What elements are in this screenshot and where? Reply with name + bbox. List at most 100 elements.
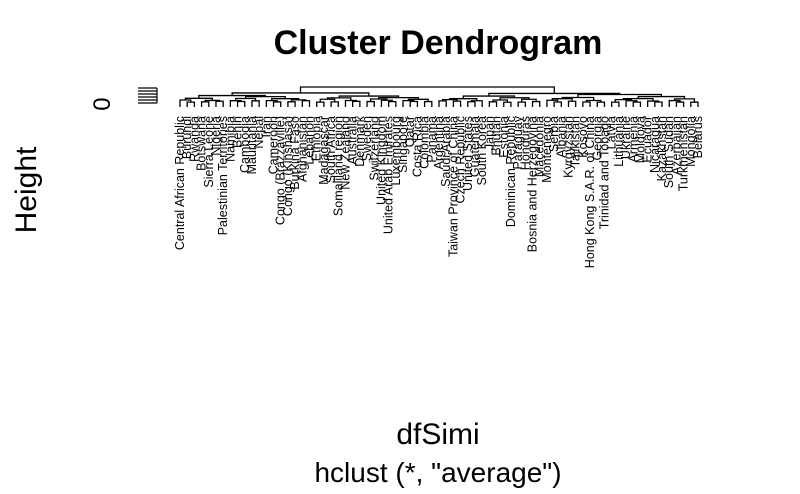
leaf-label: Cambodia — [238, 116, 252, 173]
dendrogram-branch-49 — [553, 101, 562, 107]
y-tick-label-0: 0 — [89, 97, 116, 110]
leaf-label: Namibia — [223, 116, 237, 162]
leaf-label: Madagascar — [317, 116, 331, 185]
leaf-label: Mongolia — [684, 116, 698, 167]
dendrogram-branch-30 — [423, 100, 433, 107]
leaf-label: Rwanda — [187, 116, 201, 162]
dendrogram-branch-41 — [488, 101, 498, 107]
leaf-label: Nepal — [252, 116, 266, 149]
leaf-label: Burundi — [180, 116, 194, 159]
leaf-label: Panama — [425, 116, 439, 163]
dendrogram-branch-24 — [366, 100, 375, 107]
dendrogram-branch-18 — [316, 101, 325, 107]
leaf-label: Ethiopia — [310, 116, 324, 161]
leaf-label: Colombia — [418, 116, 432, 169]
leaf-label: Ecuador — [641, 116, 655, 163]
leaf-label: Lithuania — [612, 116, 626, 167]
y-axis: 0 Height — [10, 87, 158, 233]
leaf-label: Costa Rica — [410, 116, 424, 177]
leaf-label: United Arab Emirates — [382, 116, 396, 234]
leaf-label: Kosovo — [576, 116, 590, 158]
leaf-label: Australia — [346, 116, 360, 165]
leaf-label: Mauritania — [245, 116, 259, 174]
dendrogram-branch-1 — [179, 99, 192, 107]
chart-title: Cluster Dendrogram — [274, 24, 603, 62]
leaf-label: Singapore — [396, 116, 410, 173]
dendrogram-branch-64 — [675, 101, 685, 107]
leaf-label: Montenegro — [540, 116, 554, 183]
leaf-label: Tajikistan — [569, 116, 583, 167]
leaf-label: Japan — [482, 116, 496, 150]
dendrogram-branch-58 — [632, 101, 642, 107]
dendrogram-branch-25 — [387, 100, 397, 107]
leaf-label: Lebanon — [303, 116, 317, 165]
dendrogram-branch-50 — [546, 99, 559, 107]
leaf-label: Kyrgyzstan — [562, 116, 576, 178]
leaf-label: Guatemala — [468, 116, 482, 177]
leaf-label: Czech Republic — [454, 116, 468, 204]
leaf-label: Hong Kong S.A.R. of China — [583, 116, 597, 268]
leaf-label: Moldova — [633, 116, 647, 163]
dendrogram-branch-35 — [438, 100, 447, 107]
leaf-label: Kazakhstan — [655, 116, 669, 181]
leaf-label: Belarus — [691, 116, 705, 158]
leaf-label: Congo (Brazzaville) — [274, 116, 288, 225]
dendrogram-branch-53 — [582, 101, 591, 107]
leaf-label: Latvia — [605, 116, 619, 149]
dendrogram-branch-66 — [690, 101, 699, 107]
leaf-label: Denmark — [353, 115, 367, 166]
dendrogram-branch-42 — [503, 101, 512, 107]
x-axis-title: dfSimi — [396, 418, 479, 451]
y-axis-title: Height — [10, 146, 43, 233]
leaf-label: Trinidad and Tobago — [597, 116, 611, 229]
dendrogram-branch-19 — [330, 101, 339, 107]
leaf-label: Taiwan Province of China — [446, 116, 460, 257]
leaf-label: Sierra Leone — [202, 116, 216, 188]
dendrogram-branch-12 — [287, 101, 296, 107]
leaf-label: Serbia — [547, 116, 561, 152]
leaf-label: Somaliland region — [331, 116, 345, 216]
leaf-label: Luxembourg — [389, 116, 403, 186]
dendrogram-branch-28 — [409, 100, 419, 107]
leaf-label: Cameroon — [267, 116, 281, 174]
leaf-label: Ukraine — [619, 116, 633, 159]
leaf-label: Argentina — [432, 116, 446, 170]
leaf-label: United States — [461, 116, 475, 191]
leaf-label: New Zealand — [338, 116, 352, 190]
y-axis-ticks — [138, 87, 158, 104]
dendrogram-branch-71 — [299, 86, 555, 94]
leaf-label: Georgia — [590, 116, 604, 161]
dendrogram-branch-51 — [567, 100, 577, 107]
leaf-label: Congo (Kinshasa) — [281, 116, 295, 216]
dendrogram-branch-36 — [452, 100, 462, 107]
dendrogram-branch-3 — [215, 100, 224, 107]
leaf-label: Qatar — [403, 116, 417, 147]
leaf-label: Central African Republic — [173, 116, 187, 250]
leaf-label: Botswana — [195, 116, 209, 171]
leaf-label: Iran — [259, 116, 273, 138]
leaf-label: Armenia — [626, 116, 640, 163]
leaf-label: Paraguay — [511, 115, 525, 169]
dendrogram-branch-61 — [654, 101, 663, 107]
leaf-label: Nicaragua — [648, 116, 662, 173]
leaf-label: Afghanistan — [295, 116, 309, 182]
leaf-label: South Africa — [324, 116, 338, 183]
dendrogram-branch-13 — [301, 100, 311, 107]
leaf-label: Burkina Faso — [288, 116, 302, 190]
leaf-label: Saudi Arabia — [439, 116, 453, 187]
dendrogram-branch-57 — [611, 101, 620, 107]
dendrogram-branch-0 — [186, 101, 196, 107]
leaf-label: Dominican Republic — [504, 116, 518, 227]
dendrogram-branch-6 — [236, 100, 246, 107]
leaf-label: South Korea — [475, 116, 489, 186]
leaf-label: Bosnia and Herzegovina — [526, 116, 540, 252]
leaf-label: Honduras — [518, 116, 532, 170]
leaf-label: Switzerland — [367, 116, 381, 181]
leaf-label: Macedonia — [533, 116, 547, 177]
leaf-label: Benin — [231, 116, 245, 148]
chart-subtitle: hclust (*, "average") — [314, 457, 561, 488]
dendrogram-branch-2 — [200, 101, 210, 107]
leaf-label: Palestinian Territories — [216, 116, 230, 235]
dendrogram-branch-38 — [467, 101, 476, 107]
